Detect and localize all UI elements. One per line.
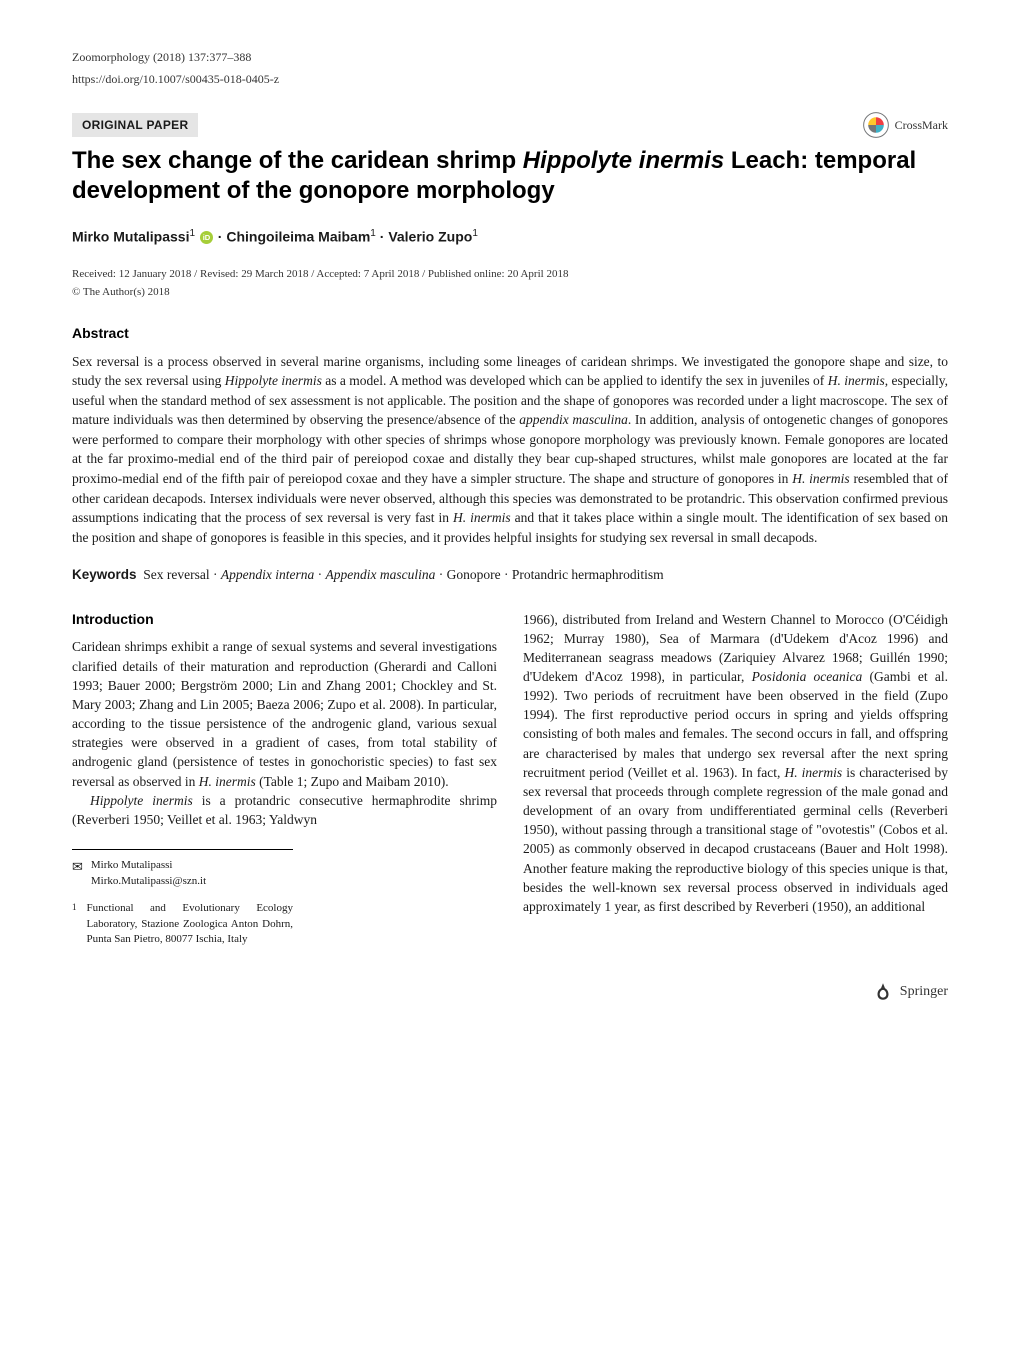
- journal-meta: Zoomorphology (2018) 137:377–388: [72, 48, 251, 66]
- orcid-icon[interactable]: iD: [200, 231, 213, 244]
- author-3: Valerio Zupo: [388, 229, 472, 245]
- svg-text:iD: iD: [203, 233, 211, 242]
- publisher-name: Springer: [900, 981, 948, 1002]
- right-column: 1966), distributed from Ireland and West…: [523, 610, 948, 948]
- left-column: Introduction Caridean shrimps exhibit a …: [72, 610, 497, 948]
- author-2-sup: 1: [370, 228, 376, 239]
- doi[interactable]: https://doi.org/10.1007/s00435-018-0405-…: [72, 70, 948, 88]
- authors-list: Mirko Mutalipassi1 iD · Chingoileima Mai…: [72, 226, 948, 248]
- footer: Springer: [72, 980, 948, 1002]
- abstract-heading: Abstract: [72, 323, 948, 344]
- envelope-icon: ✉: [72, 858, 83, 876]
- author-1: Mirko Mutalipassi: [72, 229, 189, 245]
- article-title: The sex change of the caridean shrimp Hi…: [72, 146, 948, 206]
- keywords-label: Keywords: [72, 567, 137, 582]
- crossmark-button[interactable]: CrossMark: [863, 112, 948, 138]
- affil-number: 1: [72, 901, 77, 948]
- crossmark-label: CrossMark: [895, 116, 948, 134]
- intro-paragraph-right: 1966), distributed from Ireland and West…: [523, 610, 948, 917]
- intro-paragraph-2: Hippolyte inermis is a protandric consec…: [72, 791, 497, 829]
- author-3-sup: 1: [472, 228, 478, 239]
- intro-paragraph-1: Caridean shrimps exhibit a range of sexu…: [72, 637, 497, 790]
- corresp-name: Mirko Mutalipassi: [91, 858, 206, 874]
- corresp-email[interactable]: Mirko.Mutalipassi@szn.it: [91, 874, 206, 890]
- footnotes: ✉ Mirko Mutalipassi Mirko.Mutalipassi@sz…: [72, 849, 293, 948]
- abstract-text: Sex reversal is a process observed in se…: [72, 352, 948, 548]
- title-species: Hippolyte inermis: [523, 147, 724, 174]
- author-1-sup: 1: [189, 228, 195, 239]
- affil-text: Functional and Evolutionary Ecology Labo…: [87, 901, 294, 948]
- introduction-heading: Introduction: [72, 610, 497, 630]
- springer-logo-icon: [872, 980, 894, 1002]
- article-dates: Received: 12 January 2018 / Revised: 29 …: [72, 266, 948, 283]
- author-2: Chingoileima Maibam: [226, 229, 370, 245]
- keywords: Keywords Sex reversal · Appendix interna…: [72, 565, 948, 585]
- copyright: © The Author(s) 2018: [72, 284, 948, 301]
- title-pre: The sex change of the caridean shrimp: [72, 147, 523, 174]
- paper-type-badge: ORIGINAL PAPER: [72, 113, 198, 137]
- crossmark-icon: [863, 112, 889, 138]
